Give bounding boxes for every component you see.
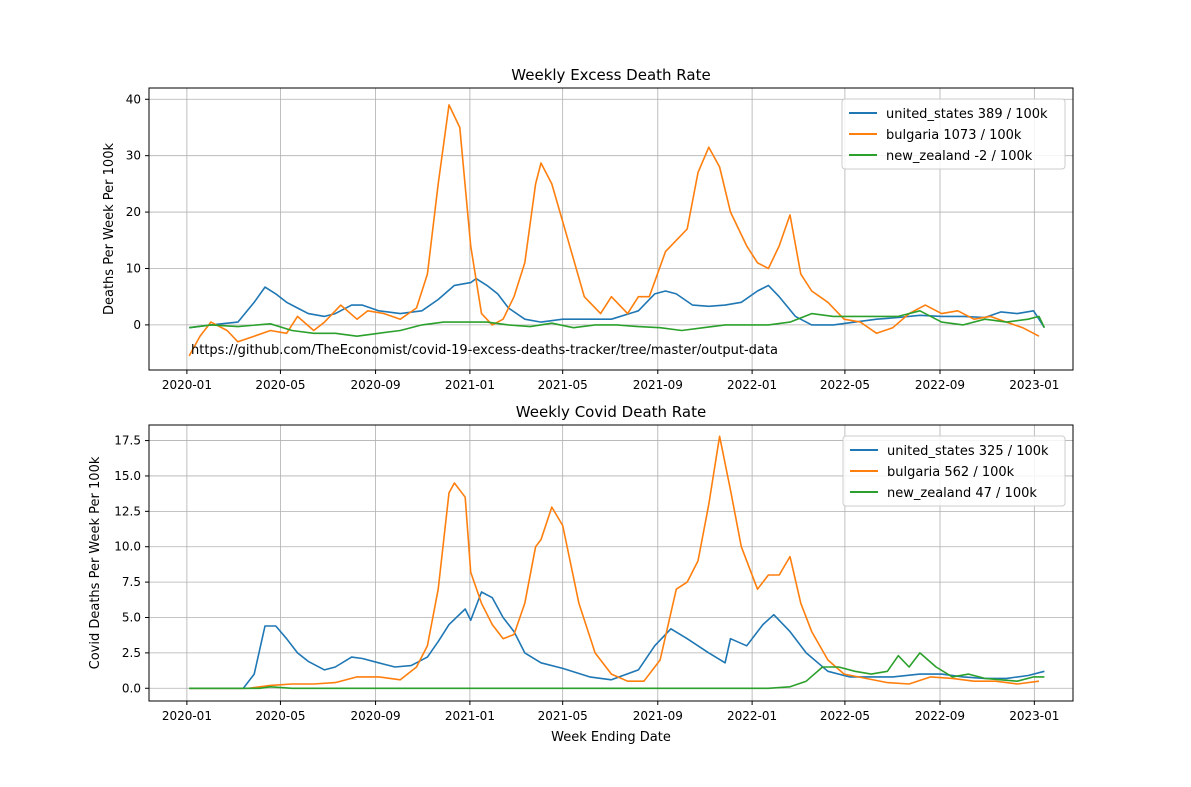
plot-frame [148, 424, 1074, 702]
x-tick-label: 2020-05 [255, 378, 305, 392]
y-tick-label: 10 [126, 261, 141, 275]
plot-frame [148, 87, 1074, 371]
legend-label-0: united_states 389 / 100k [886, 107, 1048, 122]
y-axis-label: Deaths Per Week Per 100k [102, 143, 117, 315]
x-tick-label: 2022-05 [820, 378, 870, 392]
x-tick-label: 2021-01 [445, 709, 495, 723]
y-tick-label: 5.0 [122, 610, 141, 624]
x-tick-label: 2020-09 [350, 378, 400, 392]
series-line-2 [189, 310, 1046, 337]
chart-title: Weekly Excess Death Rate [511, 66, 710, 84]
x-tick-label: 2023-01 [1009, 709, 1059, 723]
x-tick-label: 2020-09 [350, 709, 400, 723]
x-tick-label: 2021-01 [445, 378, 495, 392]
y-tick-label: 12.5 [114, 504, 141, 518]
y-tick-label: 0.0 [122, 681, 141, 695]
y-tick-label: 7.5 [122, 575, 141, 589]
chart-title: Weekly Covid Death Rate [516, 403, 706, 421]
series-line-2 [189, 652, 1045, 690]
x-tick-label: 2021-09 [633, 378, 683, 392]
y-tick-label: 10.0 [114, 540, 141, 554]
source-annotation: https://github.com/TheEconomist/covid-19… [191, 343, 778, 358]
x-tick-label: 2022-01 [727, 378, 777, 392]
legend-label-1: bulgaria 562 / 100k [887, 465, 1015, 480]
y-tick-label: 20 [126, 205, 141, 219]
legend: united_states 325 / 100k bulgaria 562 / 1… [842, 435, 1066, 507]
series-line-0 [189, 277, 1046, 329]
chart-panel-1: 2020-01 2020-05 2020-09 2021-01 2021-05 2021-… [88, 403, 1074, 745]
x-tick-label: 2020-01 [162, 709, 212, 723]
chart-panel-0: 2020-01 2020-05 2020-09 2021-01 2021-05 2021-… [102, 66, 1074, 392]
x-tick-label: 2021-05 [538, 709, 588, 723]
y-axis-label: Covid Deaths Per Week Per 100k [88, 456, 103, 669]
x-tick-label: 2022-09 [915, 709, 965, 723]
x-tick-label: 2021-09 [633, 709, 683, 723]
y-tick-label: 17.5 [114, 434, 141, 448]
legend-box [841, 98, 1066, 170]
x-tick-label: 2022-01 [727, 709, 777, 723]
y-tick-label: 30 [126, 149, 141, 163]
legend-label-0: united_states 325 / 100k [887, 444, 1049, 459]
legend-label-1: bulgaria 1073 / 100k [886, 128, 1022, 143]
y-tick-label: 15.0 [114, 469, 141, 483]
x-tick-label: 2022-05 [820, 709, 870, 723]
x-axis-label: Week Ending Date [551, 730, 671, 745]
y-tick-label: 2.5 [122, 646, 141, 660]
x-tick-label: 2021-05 [538, 378, 588, 392]
y-tick-label: 40 [126, 92, 141, 106]
y-tick-label: 0 [133, 318, 141, 332]
series-line-0 [189, 591, 1045, 690]
legend-label-2: new_zealand -2 / 100k [886, 149, 1033, 164]
legend: united_states 389 / 100k bulgaria 1073 / … [841, 98, 1066, 170]
x-tick-label: 2020-01 [162, 378, 212, 392]
x-tick-label: 2020-05 [255, 709, 305, 723]
series-line-1 [188, 104, 1040, 357]
legend-box [842, 435, 1066, 507]
legend-label-2: new_zealand 47 / 100k [887, 486, 1037, 501]
x-tick-label: 2022-09 [915, 378, 965, 392]
series-line-1 [189, 435, 1040, 690]
x-tick-label: 2023-01 [1009, 378, 1059, 392]
